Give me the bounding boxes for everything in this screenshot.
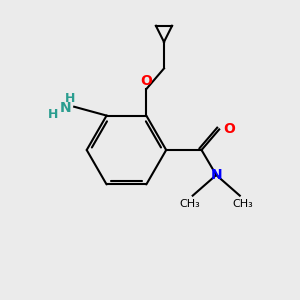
Text: CH₃: CH₃ [179,199,200,208]
Text: O: O [224,122,236,136]
Text: O: O [140,74,152,88]
Text: N: N [60,101,71,115]
Text: H: H [48,108,58,121]
Text: N: N [210,168,222,182]
Text: H: H [65,92,76,105]
Text: CH₃: CH₃ [232,199,253,208]
